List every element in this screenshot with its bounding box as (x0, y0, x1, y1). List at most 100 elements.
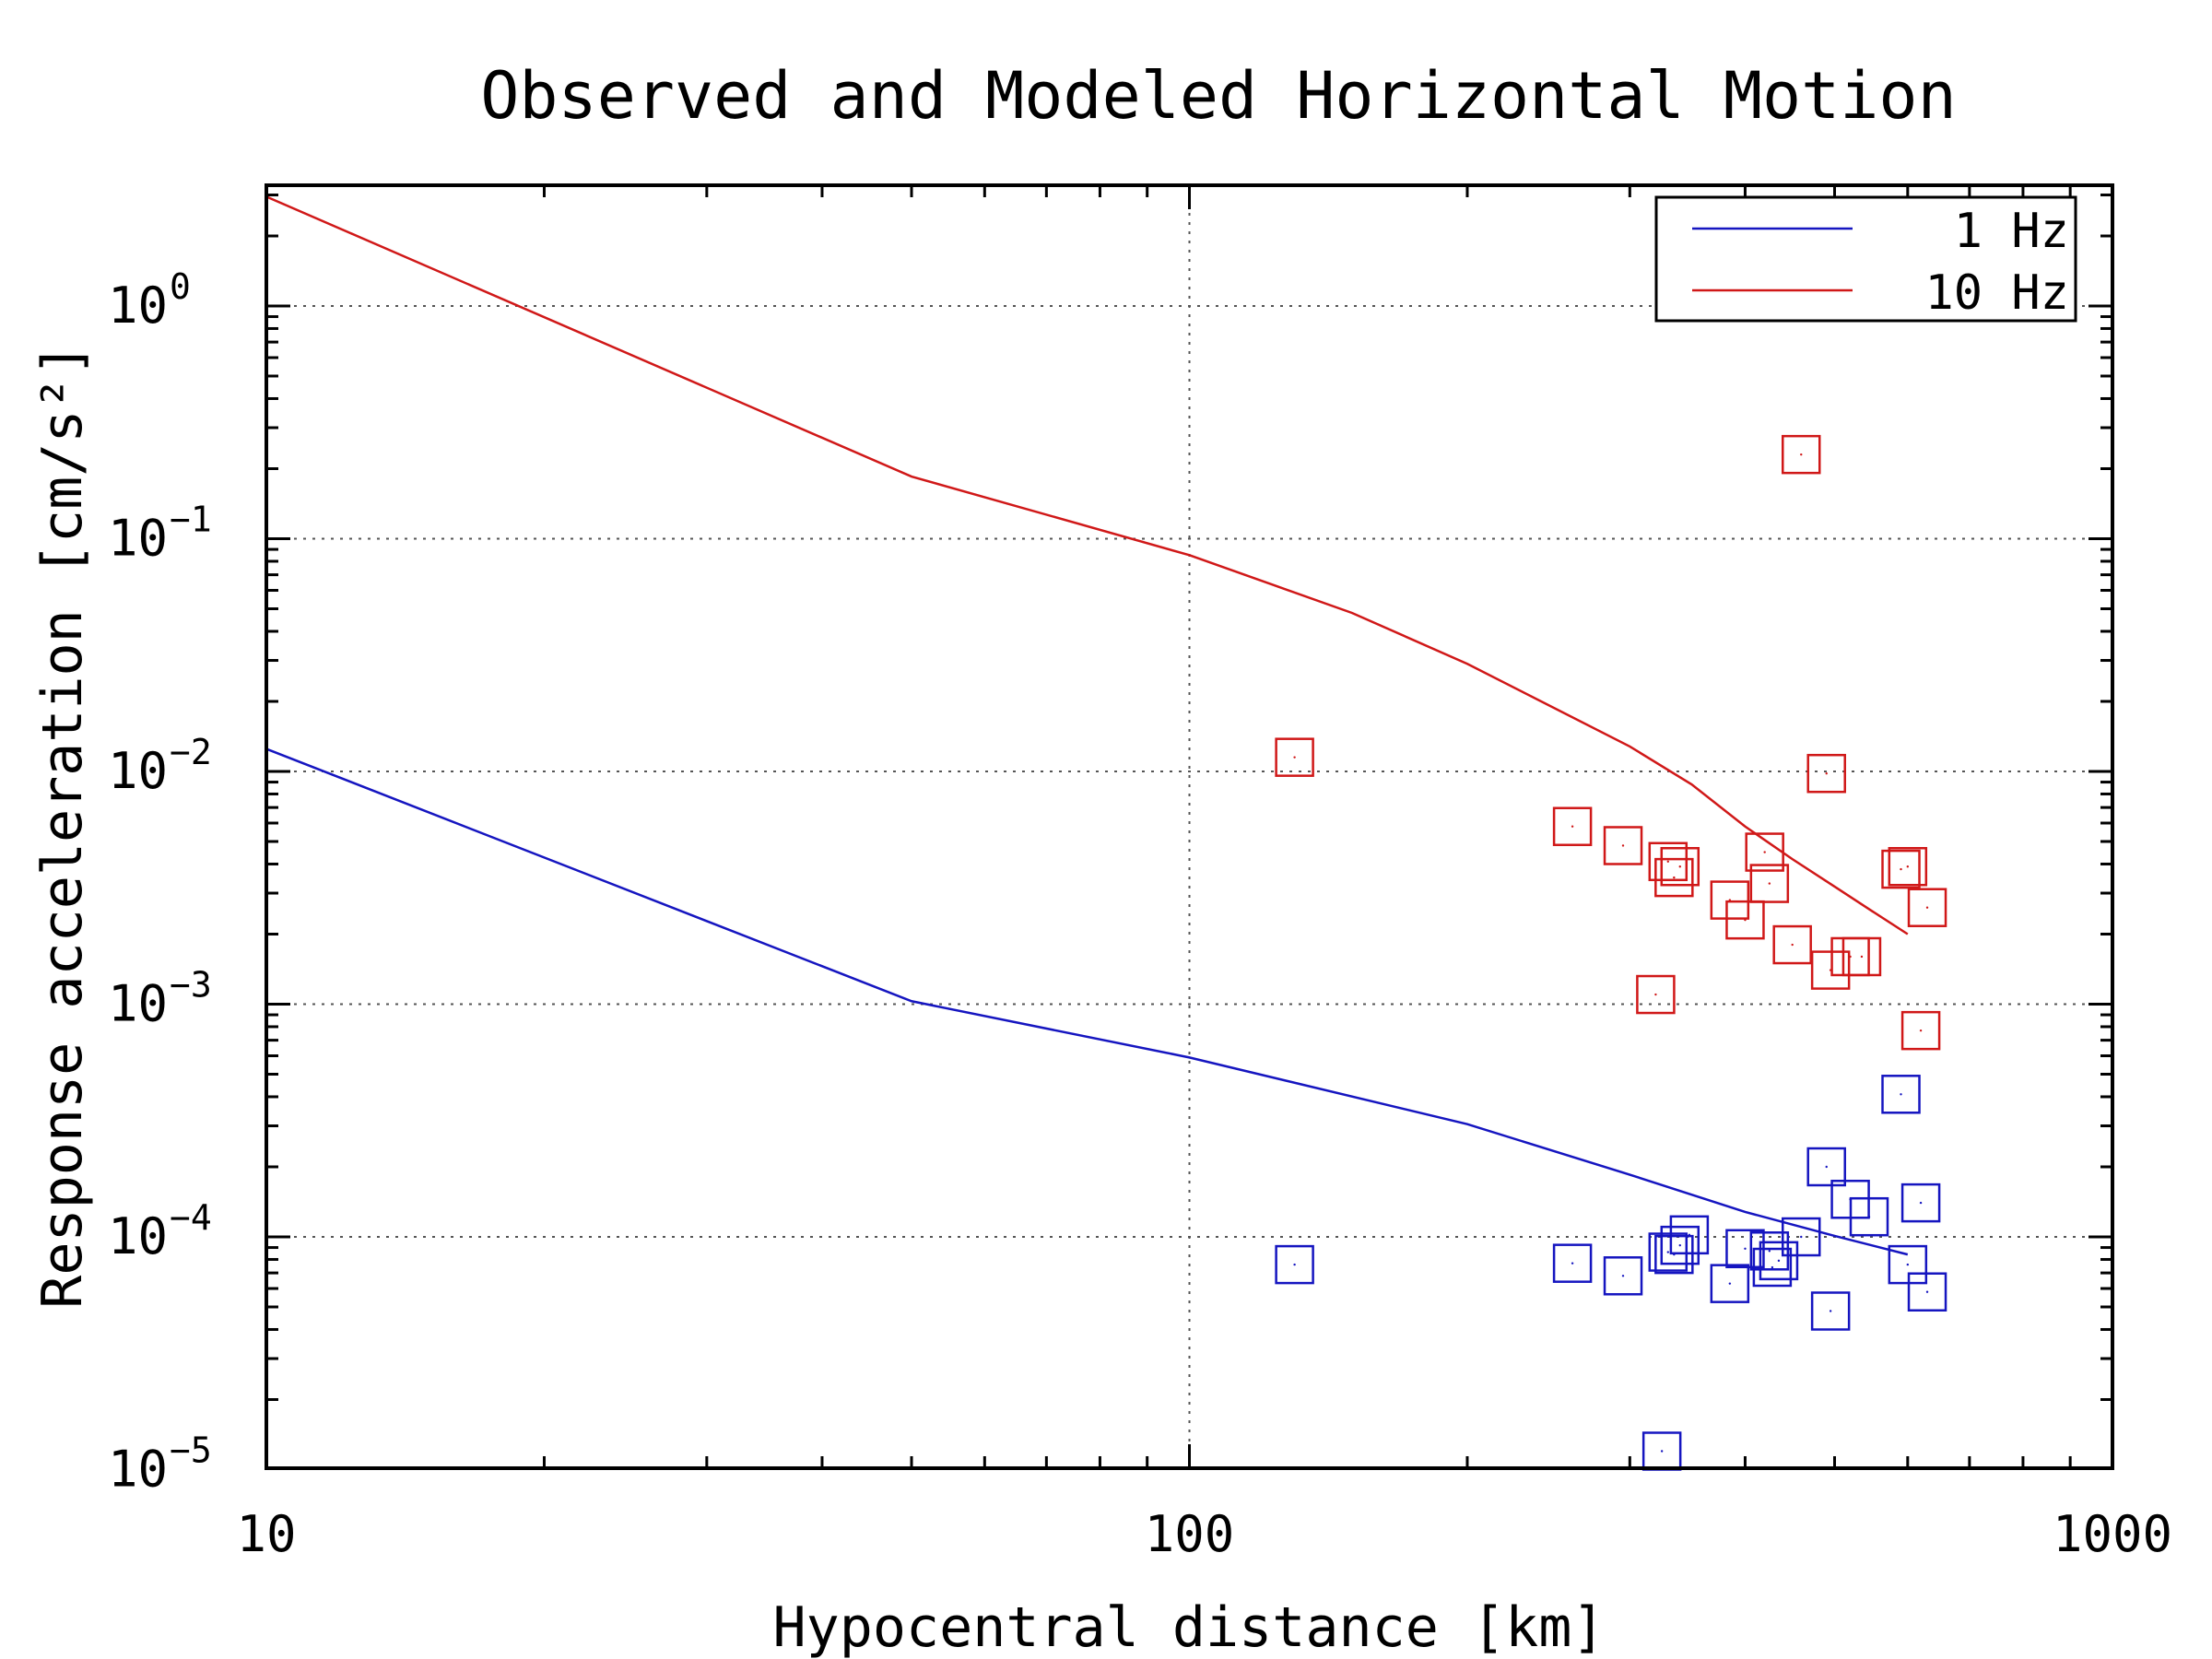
series-layer (265, 195, 1947, 1471)
data-point-1hz (1669, 1215, 1710, 1255)
data-point-1hz (1660, 1225, 1700, 1265)
legend: 1 Hz 10 Hz (1654, 195, 2077, 323)
data-point-10hz (1749, 864, 1790, 903)
data-point-1hz (1782, 1217, 1821, 1257)
data-point-center-10hz (1768, 882, 1771, 885)
data-point-center-1hz (1829, 1310, 1832, 1312)
data-point-1hz (1275, 1244, 1314, 1285)
x-tick-label: 100 (1145, 1505, 1235, 1563)
y-tick-exponent: −1 (170, 500, 212, 540)
data-point-10hz (1881, 849, 1921, 889)
data-point-center-1hz (1825, 1165, 1828, 1169)
data-point-10hz (1841, 936, 1882, 977)
data-point-center-10hz (1293, 756, 1296, 759)
x-tick-label: 10 (236, 1505, 296, 1563)
data-point-10hz (1907, 888, 1947, 927)
data-point-center-10hz (1900, 867, 1902, 871)
data-point-1hz (1849, 1196, 1889, 1237)
y-tick-exponent: 0 (170, 266, 191, 307)
y-tick-exponent: −4 (170, 1197, 212, 1238)
y-tick-label: 10 (108, 975, 168, 1033)
data-point-1hz (1552, 1243, 1593, 1283)
data-point-10hz (1810, 950, 1851, 990)
legend-label-1hz: 1 Hz (1954, 204, 2069, 259)
data-point-center-1hz (1666, 1251, 1669, 1253)
data-point-center-10hz (1571, 825, 1574, 828)
data-point-10hz (1772, 924, 1812, 965)
data-point-center-10hz (1906, 865, 1910, 868)
data-point-center-1hz (1906, 1263, 1910, 1266)
grid-lines (266, 185, 2112, 1468)
y-axis-label: Response acceleration [cm/s²] (30, 343, 95, 1309)
data-point-10hz (1552, 806, 1593, 846)
data-point-center-1hz (1919, 1201, 1923, 1205)
data-point-center-10hz (1860, 955, 1864, 959)
data-point-center-1hz (1660, 1450, 1664, 1453)
data-point-1hz (1603, 1256, 1643, 1296)
data-point-center-1hz (1678, 1243, 1681, 1247)
data-point-10hz (1648, 841, 1688, 882)
data-point-10hz (1710, 880, 1750, 920)
x-tick-label: 1000 (2053, 1505, 2172, 1563)
data-point-1hz (1710, 1264, 1750, 1303)
data-point-center-10hz (1925, 906, 1929, 909)
data-point-center-10hz (1673, 876, 1676, 879)
data-point-1hz (1759, 1241, 1799, 1281)
data-point-10hz (1275, 737, 1314, 777)
x-axis-label: Hypocentral distance [km] (772, 1595, 1605, 1659)
data-point-center-1hz (1777, 1259, 1781, 1263)
y-tick-label: 10 (108, 276, 168, 335)
data-point-center-10hz (1825, 772, 1828, 775)
data-point-center-1hz (1800, 1235, 1803, 1239)
x-tick-labels: 10 100 1000 (236, 1505, 2172, 1563)
data-point-1hz (1806, 1147, 1846, 1187)
model-line-10hz (265, 195, 1909, 935)
data-point-center-1hz (1688, 1233, 1691, 1237)
model-line-1hz (265, 747, 1909, 1256)
data-point-center-10hz (1800, 453, 1803, 456)
data-point-center-1hz (1571, 1262, 1574, 1265)
data-point-1hz (1654, 1234, 1694, 1275)
data-point-center-1hz (1293, 1263, 1296, 1266)
data-point-10hz (1636, 974, 1676, 1015)
data-point-center-1hz (1900, 1093, 1902, 1096)
y-tick-label: 10 (108, 1207, 168, 1265)
data-point-center-10hz (1791, 943, 1794, 947)
data-point-center-1hz (1621, 1275, 1625, 1277)
data-point-10hz (1654, 857, 1694, 898)
data-point-10hz (1888, 847, 1928, 887)
data-point-center-10hz (1849, 955, 1852, 959)
y-tick-exponent: −2 (170, 732, 212, 772)
plot-frame (265, 183, 2114, 1470)
axis-ticks (265, 185, 2114, 1468)
data-point-center-10hz (1621, 844, 1625, 847)
data-point-1hz (1881, 1075, 1921, 1114)
data-point-1hz (1810, 1291, 1851, 1331)
y-tick-label: 10 (108, 510, 168, 568)
data-point-10hz (1900, 1010, 1941, 1051)
data-point-1hz (1900, 1182, 1941, 1223)
data-point-center-10hz (1678, 865, 1681, 868)
data-point-center-10hz (1919, 1029, 1923, 1032)
data-point-1hz (1752, 1247, 1793, 1288)
data-point-1hz (1907, 1272, 1947, 1312)
data-point-center-10hz (1666, 860, 1669, 863)
data-point-center-10hz (1654, 993, 1657, 996)
data-point-10hz (1782, 434, 1821, 475)
y-tick-exponent: −3 (170, 965, 212, 1006)
data-point-center-1hz (1728, 1282, 1732, 1285)
chart-title: Observed and Modeled Horizontal Motion (480, 58, 1956, 134)
data-point-center-1hz (1768, 1250, 1771, 1253)
data-point-center-1hz (1744, 1247, 1747, 1250)
legend-box (1654, 195, 2077, 323)
data-point-center-1hz (1925, 1290, 1929, 1293)
data-point-center-1hz (1771, 1265, 1774, 1269)
data-point-center-10hz (1744, 918, 1747, 922)
y-tick-label: 10 (108, 1441, 168, 1499)
data-point-10hz (1745, 832, 1784, 872)
data-point-1hz (1749, 1231, 1790, 1271)
data-point-10hz (1725, 900, 1765, 940)
data-point-10hz (1660, 847, 1700, 887)
